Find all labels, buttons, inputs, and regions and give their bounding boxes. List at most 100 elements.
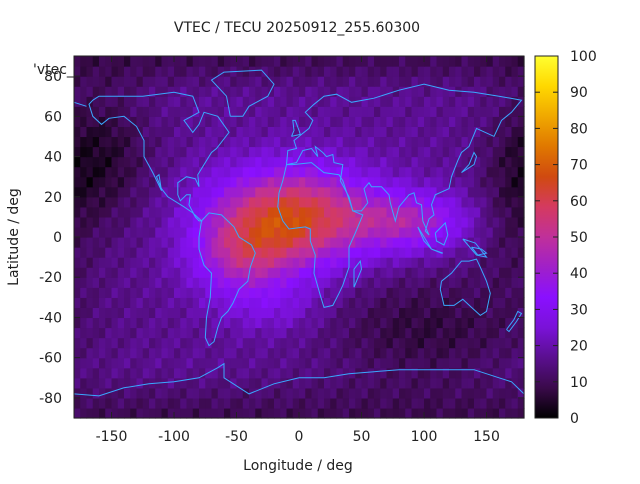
heatmap-cell (230, 337, 238, 349)
heatmap-cell (517, 367, 525, 379)
heatmap-cell (517, 247, 525, 258)
heatmap-cell (99, 56, 106, 67)
heatmap-cell (205, 357, 213, 369)
heatmap-cell (467, 206, 475, 218)
heatmap-cell (374, 136, 381, 148)
heatmap-cell (192, 347, 200, 359)
heatmap-cell (292, 186, 300, 198)
heatmap-cell (255, 297, 263, 308)
heatmap-cell (130, 96, 138, 107)
heatmap-cell (149, 116, 156, 127)
heatmap-cell (255, 196, 263, 208)
heatmap-cell (399, 86, 406, 97)
heatmap-cell (224, 377, 231, 389)
heatmap-cell (336, 337, 344, 349)
heatmap-cell (292, 56, 300, 67)
heatmap-cell (405, 367, 413, 379)
heatmap-cell (167, 186, 175, 198)
heatmap-cell (142, 277, 150, 288)
heatmap-cell (349, 76, 356, 87)
heatmap-cell (367, 287, 375, 298)
heatmap-cell (380, 56, 388, 67)
heatmap-cell (317, 216, 325, 228)
heatmap-cell (205, 226, 213, 238)
heatmap-cell (299, 116, 306, 127)
heatmap-cell (130, 407, 138, 419)
heatmap-cell (374, 186, 381, 198)
heatmap-cell (355, 76, 363, 87)
heatmap-cell (205, 76, 213, 87)
heatmap-cell (292, 156, 300, 168)
heatmap-cell (211, 86, 219, 97)
heatmap-cell (392, 146, 400, 158)
heatmap-cell (117, 237, 125, 248)
heatmap-cell (517, 156, 525, 168)
heatmap-cell (136, 206, 144, 218)
heatmap-cell (242, 377, 250, 389)
heatmap-cell (511, 166, 519, 178)
heatmap-cell (142, 126, 150, 138)
heatmap-cell (374, 377, 381, 389)
heatmap-cell (217, 106, 225, 117)
heatmap-cell (292, 387, 300, 399)
heatmap-cell (399, 327, 406, 339)
heatmap-cell (330, 116, 338, 127)
heatmap-cell (192, 257, 200, 268)
heatmap-cell (411, 307, 419, 319)
heatmap-cell (286, 377, 294, 389)
heatmap-cell (399, 357, 406, 369)
heatmap-cell (111, 226, 119, 238)
heatmap-cell (86, 216, 94, 228)
heatmap-cell (92, 136, 100, 148)
heatmap-cell (192, 106, 200, 117)
heatmap-cell (261, 367, 269, 379)
heatmap-cell (161, 367, 169, 379)
heatmap-cell (492, 257, 500, 268)
heatmap-cell (99, 327, 106, 339)
heatmap-cell (280, 407, 288, 419)
heatmap-cell (236, 106, 244, 117)
heatmap-cell (461, 317, 469, 329)
heatmap-cell (292, 86, 300, 97)
heatmap-cell (205, 156, 213, 168)
heatmap-cell (286, 176, 294, 188)
heatmap-cell (386, 126, 394, 138)
heatmap-cell (105, 267, 113, 278)
heatmap-cell (424, 347, 431, 359)
heatmap-cell (424, 287, 431, 298)
heatmap-cell (405, 377, 413, 389)
heatmap-cell (124, 247, 131, 258)
heatmap-cell (480, 176, 488, 188)
heatmap-cell (205, 297, 213, 308)
heatmap-cell (99, 76, 106, 87)
heatmap-cell (86, 267, 94, 278)
heatmap-cell (405, 156, 413, 168)
heatmap-cell (124, 237, 131, 248)
heatmap-cell (405, 257, 413, 268)
heatmap-cell (411, 136, 419, 148)
heatmap-cell (111, 367, 119, 379)
heatmap-cell (205, 277, 213, 288)
heatmap-cell (286, 387, 294, 399)
heatmap-cell (186, 116, 194, 127)
heatmap-cell (424, 297, 431, 308)
heatmap-cell (155, 226, 163, 238)
heatmap-cell (492, 166, 500, 178)
heatmap-cell (242, 116, 250, 127)
heatmap-cell (392, 267, 400, 278)
heatmap-cell (255, 116, 263, 127)
heatmap-cell (455, 247, 463, 258)
heatmap-cell (330, 76, 338, 87)
heatmap-cell (417, 337, 425, 349)
heatmap-cell (449, 327, 456, 339)
heatmap-cell (361, 367, 369, 379)
heatmap-cell (280, 146, 288, 158)
heatmap-cell (99, 287, 106, 298)
heatmap-cell (155, 216, 163, 228)
heatmap-cell (430, 237, 438, 248)
heatmap-cell (467, 176, 475, 188)
heatmap-cell (230, 56, 238, 67)
heatmap-cell (417, 96, 425, 107)
heatmap-cell (517, 186, 525, 198)
heatmap-cell (217, 126, 225, 138)
